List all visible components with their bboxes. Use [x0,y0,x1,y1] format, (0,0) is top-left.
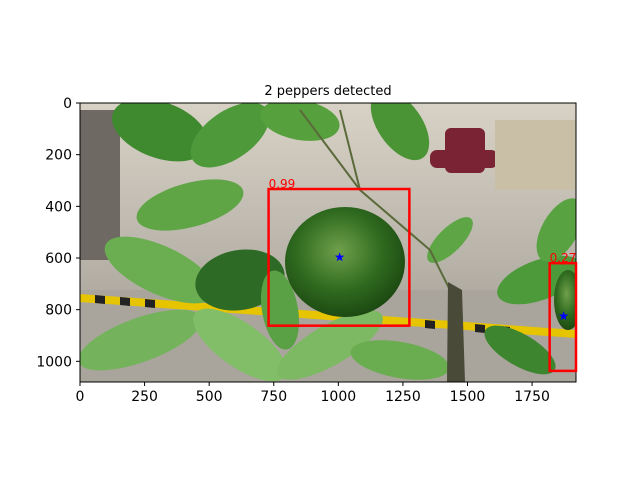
x-tick-label: 1000 [321,389,357,405]
leaves [80,103,576,382]
detection-score-1: 0.99 [269,177,296,191]
y-axis: 0 200 400 600 800 1000 [36,96,80,370]
x-tick-label: 1250 [385,389,421,405]
cabinet [80,110,120,260]
background-photo [80,103,576,382]
detections: 0.99 0.27 [267,177,578,373]
x-tick-label: 500 [196,389,223,405]
office-chair [430,128,498,173]
detection-score-2: 0.27 [550,251,577,265]
shelf [495,120,576,190]
y-tick-label: 200 [45,148,72,164]
stems [299,109,456,301]
y-tick-label: 600 [45,251,72,267]
x-tick-label: 1500 [450,389,486,405]
pepper-1 [285,207,405,317]
detection-box-2 [548,261,578,373]
detection-center-2 [558,311,569,321]
pepper-2 [554,270,576,330]
y-tick-label: 800 [45,303,72,319]
x-tick-label: 0 [76,389,85,405]
plot-frame [79,102,577,383]
y-tick-label: 400 [45,199,72,215]
detection-box-1 [267,187,411,327]
y-tick-label: 0 [63,96,72,112]
x-tick-label: 1750 [514,389,550,405]
x-axis: 0 250 500 750 1000 1250 1500 1750 [76,382,550,405]
trunk [447,282,465,382]
x-tick-label: 750 [260,389,287,405]
detection-center-1 [334,252,345,262]
y-tick-label: 1000 [36,354,72,370]
x-tick-label: 250 [131,389,158,405]
chart-title: 2 peppers detected [264,84,391,99]
